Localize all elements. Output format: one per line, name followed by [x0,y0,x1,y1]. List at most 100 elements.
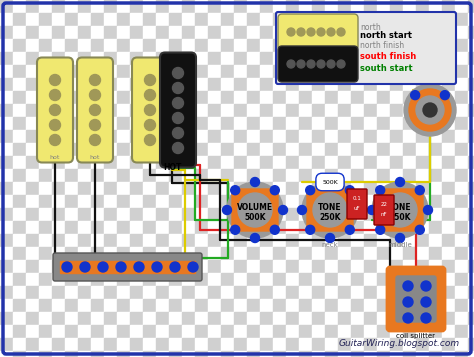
Bar [0,312,13,325]
Bar [182,208,195,221]
Bar [286,26,299,39]
Bar [299,234,312,247]
Bar [442,221,455,234]
Bar [403,260,416,273]
Circle shape [410,91,419,100]
Bar [143,195,156,208]
Bar [39,351,52,357]
Bar [247,182,260,195]
Bar [260,325,273,338]
Circle shape [298,206,307,215]
Bar [13,65,26,78]
Bar [442,273,455,286]
Bar [13,13,26,26]
Bar [468,52,474,65]
Bar [169,325,182,338]
Bar [78,13,91,26]
Bar [91,325,104,338]
Bar [182,286,195,299]
Circle shape [188,262,198,272]
Bar [455,351,468,357]
Bar [208,182,221,195]
Bar [130,117,143,130]
Bar [416,130,429,143]
Bar [325,312,338,325]
Bar [338,78,351,91]
Bar [325,0,338,13]
Bar [260,195,273,208]
Bar [195,104,208,117]
Bar [78,143,91,156]
Bar [234,143,247,156]
Bar [273,104,286,117]
Bar [52,208,65,221]
Bar [273,299,286,312]
Bar [442,208,455,221]
Bar [143,13,156,26]
Bar [182,338,195,351]
Bar [416,143,429,156]
Bar [312,65,325,78]
Bar [273,286,286,299]
Bar [468,221,474,234]
Bar [221,351,234,357]
Bar [182,325,195,338]
Circle shape [231,186,240,195]
Bar [377,169,390,182]
Bar [312,299,325,312]
Bar [117,273,130,286]
Bar [442,143,455,156]
Bar [117,104,130,117]
Bar [0,299,13,312]
Bar [91,260,104,273]
FancyBboxPatch shape [278,14,358,50]
Bar [416,52,429,65]
Bar [143,39,156,52]
Bar [195,0,208,13]
Bar [169,182,182,195]
Bar [104,260,117,273]
Bar [351,143,364,156]
Bar [104,351,117,357]
Bar [442,91,455,104]
Bar [234,13,247,26]
Bar [13,0,26,13]
Bar [247,52,260,65]
Bar [260,52,273,65]
Bar [13,39,26,52]
Bar [260,0,273,13]
Bar [221,65,234,78]
Bar [338,26,351,39]
Bar [390,221,403,234]
Bar [26,39,39,52]
Bar [442,0,455,13]
Bar [65,104,78,117]
Bar [91,91,104,104]
FancyBboxPatch shape [37,57,73,162]
Bar [13,104,26,117]
Bar [429,130,442,143]
Bar [39,78,52,91]
Bar [429,312,442,325]
Bar [455,52,468,65]
Bar [403,143,416,156]
Bar [221,312,234,325]
Bar [26,104,39,117]
Bar [351,195,364,208]
Bar [156,117,169,130]
Bar [325,65,338,78]
Bar [78,195,91,208]
Bar [390,312,403,325]
Bar [247,26,260,39]
Circle shape [227,182,283,238]
Bar [455,130,468,143]
Bar [429,13,442,26]
Bar [78,325,91,338]
Bar [351,260,364,273]
Circle shape [345,186,354,195]
Bar [130,13,143,26]
Bar [390,182,403,195]
Bar [312,351,325,357]
Bar [403,247,416,260]
Bar [234,208,247,221]
